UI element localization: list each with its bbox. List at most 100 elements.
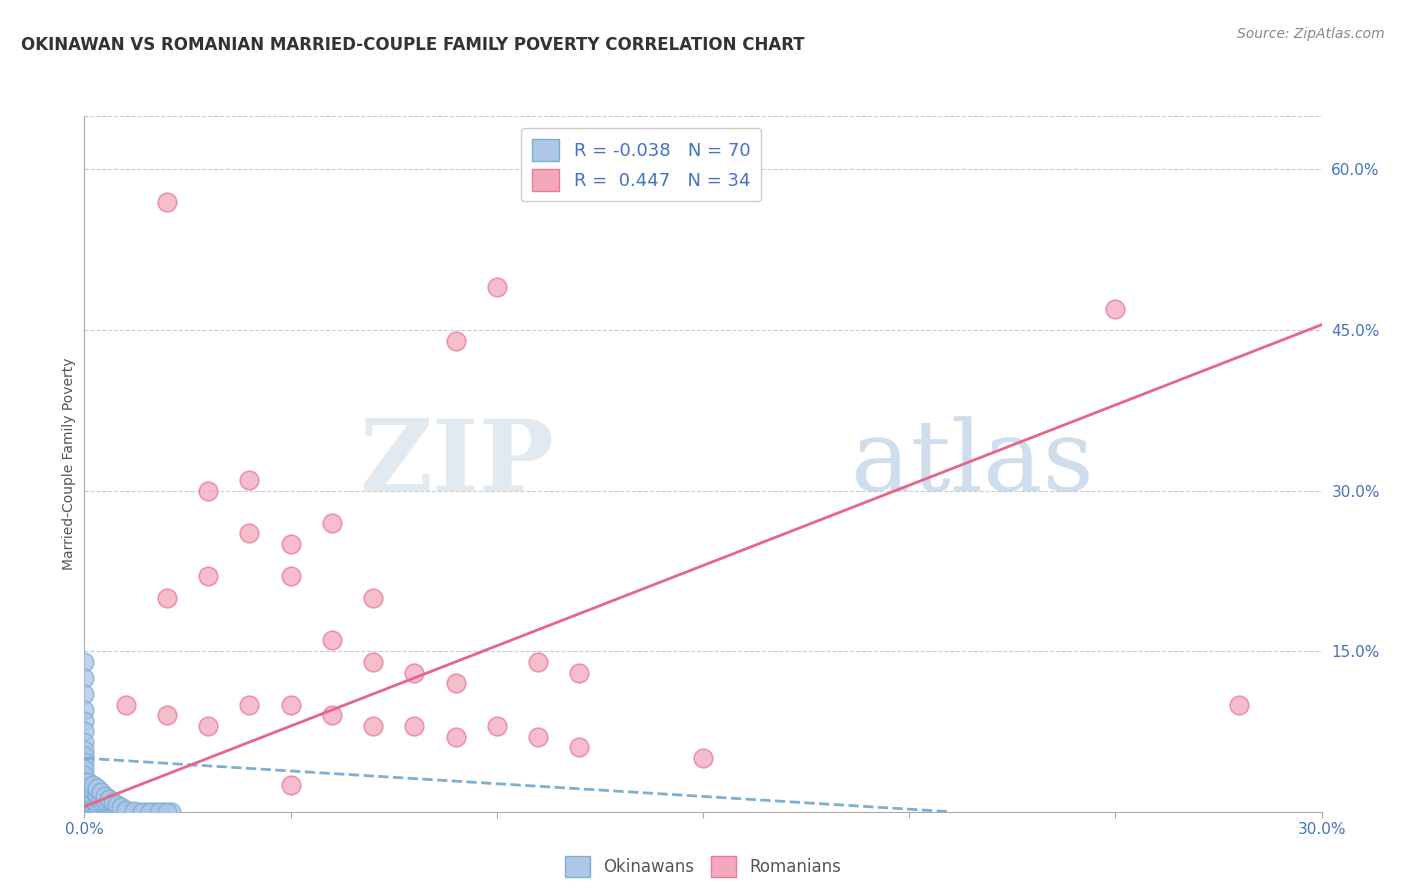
Point — [90, 785, 112, 799]
Point — [280, 698, 302, 712]
Point — [82, 783, 104, 797]
Point — [527, 655, 550, 669]
Point — [77, 795, 100, 809]
Point — [527, 730, 550, 744]
Point — [73, 671, 96, 685]
Point — [86, 799, 108, 814]
Point — [82, 805, 104, 819]
Point — [321, 708, 343, 723]
Point — [73, 724, 96, 739]
Point — [118, 805, 141, 819]
Point — [143, 805, 166, 819]
Legend: Okinawans, Romanians: Okinawans, Romanians — [558, 850, 848, 883]
Point — [73, 655, 96, 669]
Point — [77, 790, 100, 805]
Point — [105, 798, 128, 813]
Point — [444, 334, 467, 348]
Point — [73, 756, 96, 770]
Point — [139, 805, 162, 819]
Point — [1104, 301, 1126, 316]
Point — [197, 483, 219, 498]
Point — [131, 805, 153, 819]
Point — [82, 801, 104, 815]
Point — [361, 655, 384, 669]
Point — [73, 687, 96, 701]
Point — [404, 719, 426, 733]
Point — [156, 805, 179, 819]
Point — [114, 698, 136, 712]
Text: ZIP: ZIP — [360, 416, 554, 512]
Point — [361, 719, 384, 733]
Point — [152, 805, 174, 819]
Point — [148, 805, 170, 819]
Point — [197, 569, 219, 583]
Point — [156, 194, 179, 209]
Point — [73, 714, 96, 728]
Point — [444, 676, 467, 690]
Point — [361, 591, 384, 605]
Point — [105, 805, 128, 819]
Point — [86, 781, 108, 796]
Point — [86, 805, 108, 819]
Point — [73, 742, 96, 756]
Point — [90, 789, 112, 804]
Point — [73, 804, 96, 818]
Point — [485, 280, 508, 294]
Point — [77, 785, 100, 799]
Point — [73, 794, 96, 808]
Point — [73, 805, 96, 819]
Point — [86, 787, 108, 801]
Point — [86, 795, 108, 809]
Point — [77, 799, 100, 814]
Point — [94, 805, 117, 819]
Text: atlas: atlas — [852, 416, 1094, 512]
Point — [73, 780, 96, 794]
Point — [73, 735, 96, 749]
Point — [103, 805, 125, 819]
Point — [82, 793, 104, 807]
Point — [238, 473, 260, 487]
Point — [77, 805, 100, 819]
Text: Source: ZipAtlas.com: Source: ZipAtlas.com — [1237, 27, 1385, 41]
Point — [73, 749, 96, 764]
Point — [73, 789, 96, 804]
Point — [122, 804, 145, 818]
Point — [103, 795, 125, 809]
Point — [404, 665, 426, 680]
Point — [90, 805, 112, 819]
Point — [73, 801, 96, 815]
Point — [692, 751, 714, 765]
Point — [86, 790, 108, 805]
Point — [485, 719, 508, 733]
Point — [114, 805, 136, 819]
Point — [82, 789, 104, 803]
Point — [321, 516, 343, 530]
Point — [238, 526, 260, 541]
Point — [90, 794, 112, 808]
Point — [238, 698, 260, 712]
Point — [73, 703, 96, 717]
Point — [77, 780, 100, 794]
Point — [444, 730, 467, 744]
Point — [280, 537, 302, 551]
Point — [568, 740, 591, 755]
Point — [73, 785, 96, 799]
Point — [160, 805, 183, 819]
Point — [82, 797, 104, 812]
Point — [98, 805, 121, 819]
Point — [94, 793, 117, 807]
Point — [280, 778, 302, 792]
Point — [568, 665, 591, 680]
Point — [114, 803, 136, 817]
Point — [82, 778, 104, 792]
Point — [98, 792, 121, 806]
Point — [110, 805, 132, 819]
Point — [73, 762, 96, 776]
Point — [77, 774, 100, 789]
Point — [135, 805, 157, 819]
Point — [156, 591, 179, 605]
Y-axis label: Married-Couple Family Poverty: Married-Couple Family Poverty — [62, 358, 76, 570]
Point — [1227, 698, 1250, 712]
Point — [73, 799, 96, 814]
Point — [94, 789, 117, 803]
